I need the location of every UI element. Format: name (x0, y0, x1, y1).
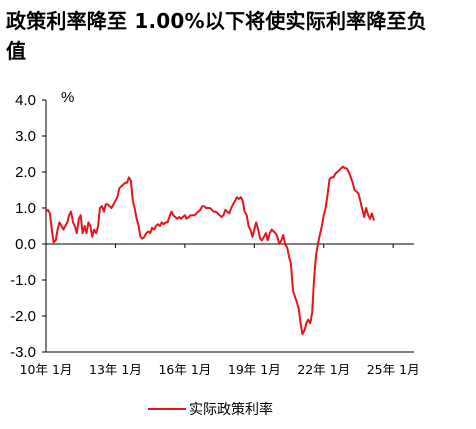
chart-title: 政策利率降至 1.00%以下将使实际利率降至负值 (6, 9, 427, 63)
x-tick-label: 22年 1月 (297, 362, 350, 377)
y-tick-label: 3.0 (15, 128, 36, 145)
axes (42, 99, 414, 353)
y-tick-label: 2.0 (15, 164, 36, 181)
y-tick-label: -1.0 (10, 272, 36, 289)
x-tick-label: 16年 1月 (158, 362, 211, 377)
y-tick-label: 1.0 (15, 200, 36, 217)
x-tick-labels: 10年 1月 13年 1月 16年 1月 19年 1月 22年 1月 25年 1月 (20, 362, 420, 377)
legend: 实际政策利率 (148, 401, 273, 418)
series-lines (45, 165, 375, 335)
y-tick-labels: 4.0 3.0 2.0 1.0 0.0 -1.0 -2.0 -3.0 (10, 92, 36, 361)
y-tick-label: -3.0 (10, 344, 36, 361)
legend-label-actual-policy-rate: 实际政策利率 (189, 401, 273, 418)
x-tick-label: 13年 1月 (89, 362, 142, 377)
x-tick-label: 19年 1月 (228, 362, 281, 377)
y-unit-label: % (61, 89, 74, 106)
series-line-actual-policy-rate (45, 165, 375, 335)
y-tick-label: -2.0 (10, 308, 36, 325)
x-tick-label: 10年 1月 (20, 362, 73, 377)
y-tick-label: 4.0 (15, 92, 36, 109)
y-tick-label: 0.0 (15, 236, 36, 253)
x-tick-label: 25年 1月 (367, 362, 420, 377)
